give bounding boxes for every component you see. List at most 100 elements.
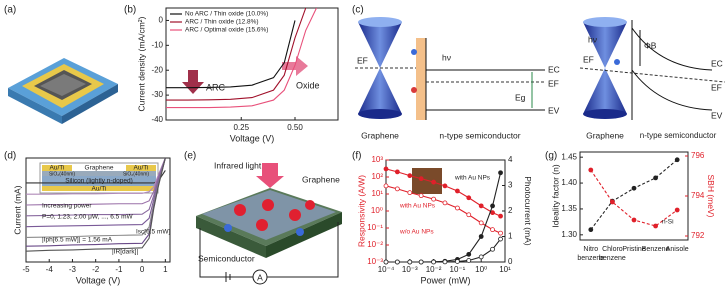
graphene-sheet	[202, 190, 336, 240]
x-tick-label: benzene	[599, 255, 626, 262]
label: Graphene	[85, 165, 114, 172]
data-point	[631, 185, 637, 191]
x-tick-label: 10⁻⁴	[378, 265, 395, 274]
series-line	[26, 158, 166, 252]
y2-tick-label: 3	[508, 181, 513, 190]
x-tick-label: -3	[69, 265, 77, 274]
data-point	[478, 254, 484, 260]
electrode	[42, 165, 72, 171]
y-tick-label: 1.30	[561, 230, 577, 239]
series-line	[26, 158, 166, 228]
y-axis-label: Current (mA)	[12, 185, 22, 234]
x-tick-label: Anisole	[666, 246, 689, 253]
y2-tick-label: 792	[691, 231, 705, 240]
series-line	[26, 158, 166, 206]
label: Graphene	[361, 130, 399, 140]
panel-label: (g)	[545, 151, 557, 162]
data-point	[454, 188, 460, 194]
series-label: with Au NPs	[399, 203, 436, 210]
data-point	[383, 259, 389, 265]
valence-band	[631, 69, 713, 111]
data-point	[442, 259, 448, 265]
annotation: n-Si	[662, 219, 674, 226]
data-point	[383, 183, 389, 189]
y-tick-label: 10¹	[371, 189, 383, 198]
label: Au/Ti	[134, 165, 149, 172]
dirac-cone	[358, 22, 402, 68]
annotation: |IR[dark]|	[112, 249, 138, 256]
data-point	[674, 207, 680, 213]
annotation: P=0, 1.23, 2.00 μW, ..., 6.5 mW	[42, 214, 133, 221]
data-point	[588, 227, 594, 233]
data-point	[394, 169, 400, 175]
dirac-cone	[358, 17, 402, 27]
data-point	[442, 200, 448, 206]
annotation: Oxide	[296, 80, 320, 90]
label: n-type semiconductor	[640, 131, 717, 140]
dirac-cone	[583, 68, 627, 114]
electron	[411, 49, 417, 55]
panel-label: (c)	[352, 5, 364, 16]
y-tick-label: 10⁻¹	[367, 223, 383, 232]
series-line	[386, 238, 501, 262]
label: Eg	[515, 92, 526, 102]
data-point	[466, 212, 472, 218]
y-tick-label: -40	[151, 115, 163, 124]
label: Graphene	[302, 174, 340, 184]
label: Silicon (lightly n-doped)	[65, 178, 133, 185]
nanoparticle	[256, 219, 268, 231]
data-point	[407, 259, 413, 265]
y2-tick-label: 0	[508, 257, 513, 266]
x-tick-label: Nitro	[583, 246, 598, 253]
silicon	[42, 176, 156, 186]
nanoparticle	[305, 200, 315, 210]
panel-label: (f)	[352, 151, 361, 162]
y-axis-label: Ideality factor (n)	[550, 164, 560, 227]
nanoparticle	[289, 209, 301, 221]
x-tick-label: Benzene	[642, 246, 670, 253]
data-point	[653, 223, 658, 229]
dirac-cone	[583, 17, 627, 27]
data-point	[466, 258, 472, 263]
data-point	[442, 183, 448, 189]
x-axis-label: Voltage (V)	[230, 133, 275, 143]
data-point	[478, 220, 484, 226]
annotation: Isc[6.5 mW]	[136, 229, 171, 236]
x-tick-label: 1	[163, 265, 168, 274]
label: SiO₂(40nm)	[49, 171, 75, 177]
panel-label: (d)	[4, 151, 16, 162]
dirac-cone	[358, 109, 402, 119]
data-point	[407, 173, 413, 179]
data-point	[588, 167, 594, 173]
plot-frame	[25, 157, 171, 263]
x-tick-label: 10¹	[499, 265, 511, 274]
label: ΦB	[644, 40, 657, 50]
label: EV	[548, 105, 560, 115]
x-tick-label: -2	[92, 265, 100, 274]
x-tick-label: -1	[115, 265, 123, 274]
label: A	[257, 272, 263, 282]
nanoparticle	[234, 204, 246, 216]
x-axis-label: Voltage (V)	[76, 275, 121, 285]
series-line	[166, 20, 296, 89]
series-line	[26, 158, 166, 217]
y-tick-label: 10⁰	[371, 206, 383, 215]
label: SiO₂(40nm)	[123, 171, 149, 177]
x-tick-label: Chloro	[602, 246, 623, 253]
label: Infrared light	[214, 160, 262, 170]
y-tick-label: 10⁻²	[367, 240, 383, 249]
data-point	[490, 246, 495, 252]
dirac-cone	[583, 22, 627, 68]
y2-tick-label: 4	[508, 155, 513, 164]
device-schematic: Infrared light Graphene Semiconductor A	[196, 160, 342, 285]
x-tick-label: -4	[46, 265, 54, 274]
y-tick-label: 1.45	[561, 152, 577, 161]
data-point	[498, 170, 503, 176]
series-line	[26, 158, 166, 239]
plot-frame	[579, 151, 689, 241]
data-point	[631, 217, 637, 223]
x-tick-label: Pristine	[622, 246, 645, 253]
series-line	[166, 8, 317, 109]
data-point	[407, 190, 413, 196]
